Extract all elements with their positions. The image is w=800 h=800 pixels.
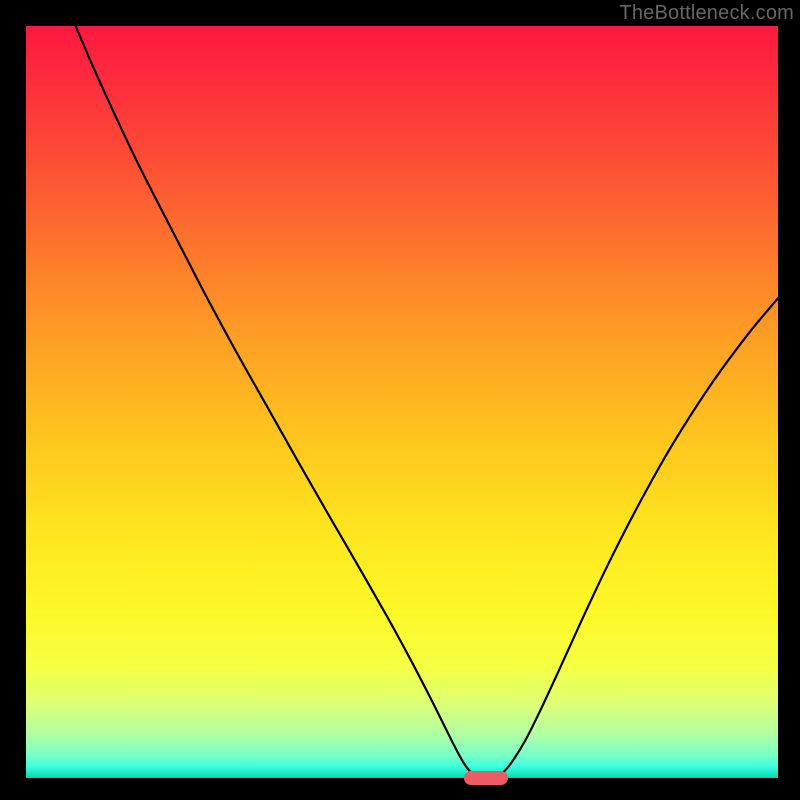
optimal-marker — [464, 771, 508, 785]
plot-gradient-background — [26, 26, 778, 778]
plot-area — [26, 26, 778, 778]
watermark-text: TheBottleneck.com — [619, 2, 794, 25]
